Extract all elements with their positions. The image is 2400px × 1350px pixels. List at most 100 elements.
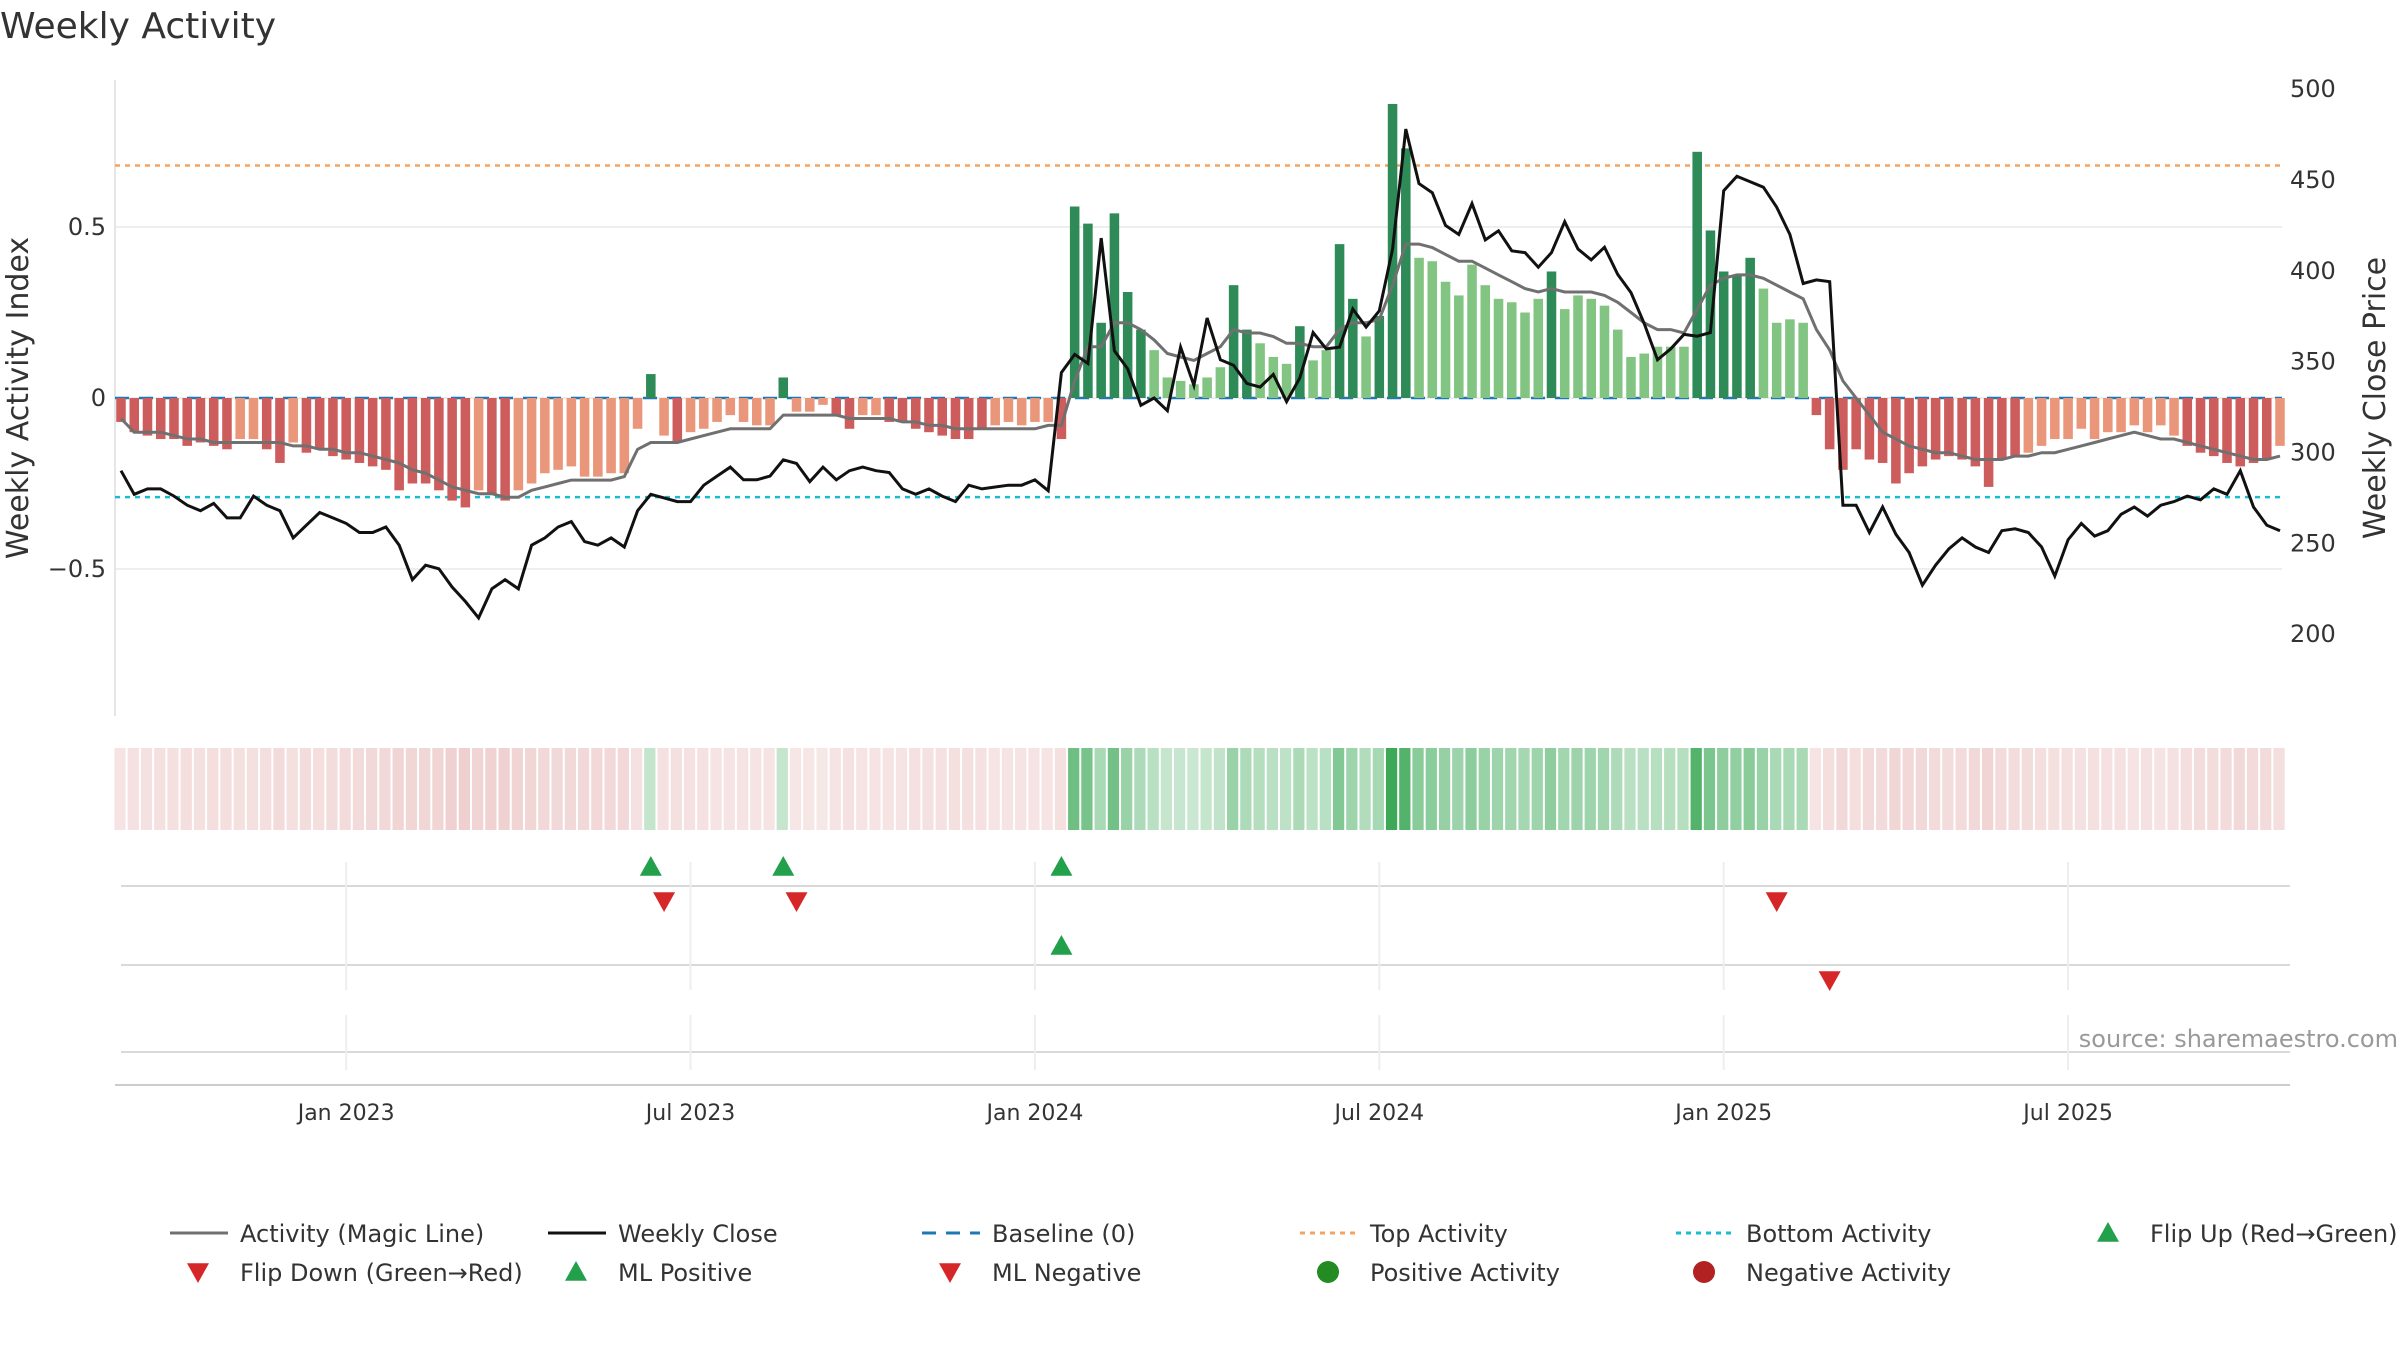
heat-cell	[1928, 748, 1941, 830]
magic-line-series	[119, 242, 2281, 499]
activity-bar	[1003, 398, 1014, 422]
activity-bar	[1546, 271, 1557, 398]
activity-bar	[394, 398, 404, 491]
legend-swatch-up-triangle	[565, 1261, 587, 1281]
activity-bar	[2076, 398, 2087, 429]
heat-cell	[2154, 748, 2166, 830]
heat-cell	[577, 748, 590, 830]
heat-cell	[1319, 748, 1331, 830]
heat-cell	[313, 748, 325, 830]
activity-bar	[1480, 285, 1491, 398]
legend-markers	[170, 1222, 2119, 1283]
right-axis-ticks: 500 450 400 350 300 250 200	[2290, 75, 2336, 648]
legend-label: Positive Activity	[1370, 1259, 1560, 1287]
activity-bar	[844, 398, 855, 429]
activity-bar	[1056, 398, 1067, 440]
legend-label: Negative Activity	[1746, 1259, 1951, 1287]
heat-cell	[1041, 748, 1053, 830]
activity-bar	[950, 398, 961, 440]
heat-cell	[432, 748, 444, 830]
signal-markers	[639, 856, 1841, 991]
heat-cell	[1703, 748, 1716, 830]
heat-cell	[789, 748, 802, 830]
right-axis-label: Weekly Close Price	[2358, 257, 2393, 539]
activity-bar	[1679, 346, 1689, 398]
activity-bar	[699, 398, 709, 429]
activity-bar	[791, 398, 802, 412]
activity-bar	[1321, 350, 1332, 398]
activity-bar	[1891, 398, 1901, 484]
heat-cell	[1465, 748, 1477, 830]
heat-cell	[604, 748, 616, 830]
activity-bar	[1639, 353, 1649, 398]
activity-bar	[672, 398, 683, 443]
heat-cell	[1796, 748, 1808, 830]
activity-bar	[1401, 148, 1411, 398]
heat-cell	[1849, 748, 1861, 830]
heat-cell	[472, 748, 484, 830]
heat-cell	[458, 748, 471, 830]
legend-swatch-up-triangle	[2097, 1222, 2119, 1242]
heat-cell	[803, 748, 815, 830]
heat-cell	[869, 748, 881, 830]
activity-bar	[818, 398, 828, 405]
activity-bar	[1202, 377, 1212, 398]
heat-cell	[524, 748, 537, 830]
heat-cell	[1823, 748, 1835, 830]
activity-bar	[1149, 350, 1159, 398]
heat-cell	[260, 748, 272, 830]
heat-cell	[1677, 748, 1689, 830]
heat-cell	[511, 748, 523, 830]
heat-cell	[617, 748, 629, 830]
heat-cell	[948, 748, 961, 830]
heat-cell	[1505, 748, 1517, 830]
heat-cell	[392, 748, 404, 830]
activity-bar	[579, 398, 590, 477]
heat-cell	[140, 748, 153, 830]
activity-bar	[2010, 398, 2020, 457]
activity-bar	[2023, 398, 2034, 453]
activity-bar	[1997, 398, 2007, 460]
heat-cell	[909, 748, 921, 830]
heat-cell	[710, 748, 722, 830]
heat-cell	[167, 748, 179, 830]
heat-cell	[127, 748, 139, 830]
activity-bar	[341, 398, 351, 460]
right-tick-label: 200	[2290, 620, 2336, 648]
heat-cell	[1385, 748, 1398, 830]
activity-bar	[831, 398, 842, 416]
heat-cell	[1611, 748, 1623, 830]
activity-bar	[1334, 244, 1345, 398]
activity-bar	[1030, 398, 1040, 422]
heat-cell	[1942, 748, 1954, 830]
heat-cell	[326, 748, 338, 830]
heat-cell	[630, 748, 643, 830]
heat-cell	[2233, 748, 2245, 830]
activity-bar	[1215, 367, 1226, 398]
heat-cell	[1637, 748, 1649, 830]
activity-bar	[910, 398, 921, 429]
heat-cell	[1147, 748, 1159, 830]
activity-bar	[116, 398, 126, 422]
legend-swatch-down-triangle	[939, 1263, 961, 1283]
activity-bar	[1467, 264, 1477, 398]
activity-bar	[553, 398, 563, 470]
heat-cell	[1650, 748, 1663, 830]
activity-bar	[2182, 398, 2193, 446]
heat-cell	[1412, 748, 1424, 830]
heat-cell	[1200, 748, 1212, 830]
activity-bar	[513, 398, 524, 491]
activity-bar	[314, 398, 325, 450]
activity-bar	[208, 398, 219, 446]
activity-bar	[2142, 398, 2153, 433]
activity-bar	[924, 398, 934, 433]
heat-cell	[842, 748, 855, 830]
activity-bar	[1798, 322, 1808, 398]
heat-cell	[1995, 748, 2007, 830]
heat-cell	[1478, 748, 1490, 830]
activity-bar	[447, 398, 457, 501]
activity-bar	[725, 398, 736, 416]
activity-bar	[990, 398, 1000, 426]
heat-cell	[2008, 748, 2020, 830]
legend-label: Baseline (0)	[992, 1220, 1135, 1248]
